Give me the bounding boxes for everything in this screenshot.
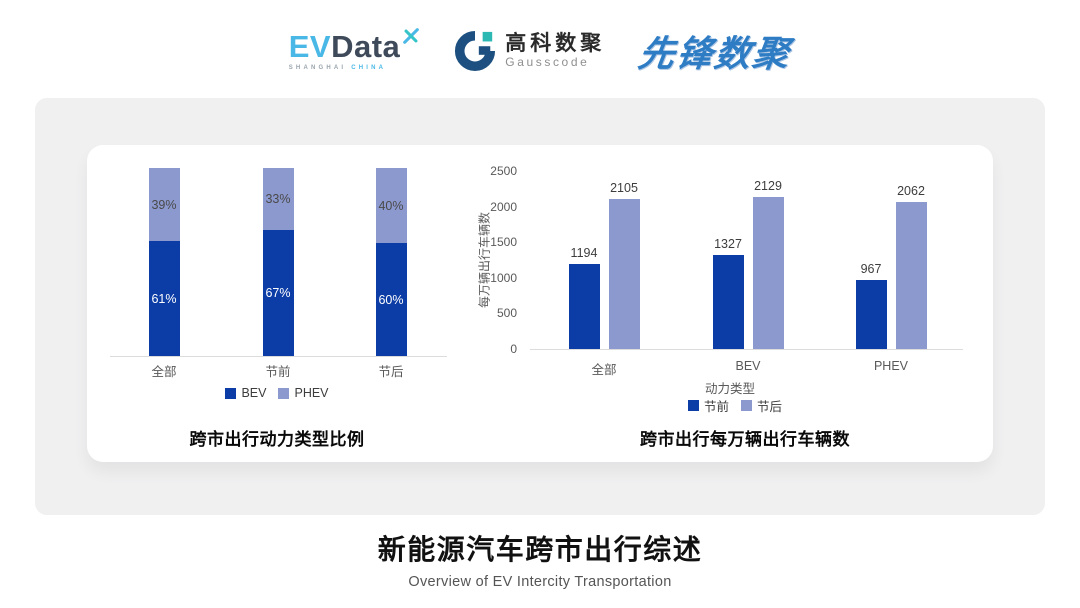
x-tick-label: 全部	[591, 363, 617, 377]
y-axis-title: 每万辆出行车辆数	[477, 211, 492, 309]
y-tick-label: 2000	[490, 199, 517, 214]
legend-swatch	[741, 400, 752, 411]
legend: 节前 节后	[472, 396, 998, 415]
x-tick-label: PHEV	[873, 359, 909, 373]
legend-label: 节前	[703, 400, 729, 414]
bar-value-label: 60%	[378, 292, 404, 307]
x-tick-label: 全部	[151, 365, 177, 379]
legend: BEV PHEV	[87, 386, 467, 400]
evdata-logo: EV Data SHANGHAI CHINA	[288, 28, 421, 71]
bar-value-label: 2062	[897, 184, 925, 199]
evdata-ev-text: EV	[288, 29, 332, 64]
chart-title: 跨市出行动力类型比例	[189, 430, 365, 449]
report-title: 新能源汽车跨市出行综述	[377, 534, 703, 565]
bar-value-label: 40%	[378, 198, 404, 213]
bar-value-label: 67%	[265, 286, 291, 300]
legend-item: 节后	[741, 396, 782, 415]
x-tick-label: 节后	[378, 365, 404, 379]
gausscode-cn-text: 高科数聚	[505, 32, 606, 56]
x-mark-icon	[403, 28, 420, 44]
y-tick-label: 2500	[490, 164, 517, 178]
chart-power-type-ratio: 跨市出行动力类型比例 61% 39% 全部 67% 33% 节前 60% 40% 节后 BEV PH…	[87, 145, 507, 462]
y-tick-label: 0	[510, 342, 517, 356]
bar-value-label: 39%	[151, 197, 177, 212]
bar-value-label: 967	[860, 262, 882, 277]
legend-swatch	[278, 387, 290, 399]
gausscode-en-text: Gausscode	[505, 55, 590, 70]
bar-value-label: 1327	[714, 236, 742, 251]
report-footer: 新能源汽车跨市出行综述 Overview of EV Intercity Tra…	[0, 528, 1080, 590]
evdata-sub-shanghai: SHANGHAI	[288, 65, 347, 71]
legend-item: 节前	[687, 396, 729, 415]
evdata-sub-china: CHINA	[351, 65, 387, 71]
bar-segment: 33%	[262, 168, 294, 231]
bar-value-label: 1194	[570, 245, 598, 260]
bar-segment: 40%	[375, 168, 407, 244]
charts-card: 跨市出行动力类型比例 61% 39% 全部 67% 33% 节前 60% 40% 节后 BEV PH…	[87, 145, 993, 462]
bar	[895, 202, 927, 349]
x-tick-label: BEV	[735, 359, 761, 373]
y-tick-label: 1500	[490, 235, 517, 250]
bar-value-label: 61%	[151, 291, 177, 306]
gausscode-logo: 高科数聚 Gausscode	[454, 30, 605, 72]
bar-segment: 39%	[148, 168, 180, 242]
bar-value-label: 2129	[754, 179, 782, 194]
legend-label: 节后	[757, 400, 783, 414]
bar	[752, 197, 784, 349]
legend-item: BEV	[225, 386, 266, 400]
content-panel: 跨市出行动力类型比例 61% 39% 全部 67% 33% 节前 60% 40% 节后 BEV PH…	[35, 98, 1045, 515]
bar	[855, 280, 887, 349]
y-tick-label: 1000	[490, 270, 517, 285]
evdata-data-text: Data	[331, 29, 401, 64]
legend-item: PHEV	[278, 386, 329, 400]
legend-swatch	[225, 387, 237, 399]
x-axis-line	[530, 349, 963, 350]
y-tick-label: 500	[496, 306, 517, 321]
gausscode-icon	[455, 30, 496, 72]
bar	[568, 263, 600, 349]
x-tick-label: 节前	[265, 365, 291, 379]
legend-label: BEV	[241, 386, 267, 400]
xianfeng-logo: 先锋数聚	[636, 33, 794, 74]
chart-title: 跨市出行每万辆出行车辆数	[640, 430, 850, 449]
report-subtitle: Overview of EV Intercity Transportation	[408, 574, 672, 590]
bar-value-label: 2105	[610, 181, 638, 196]
bar	[608, 199, 640, 349]
header: EV Data SHANGHAI CHINA 高科数聚 Gausscode 先锋…	[0, 20, 1080, 82]
chart-vehicles-per-10k: 每万辆出行车辆数 动力类型 跨市出行每万辆出行车辆数 0 500 1000 1500 2…	[467, 145, 993, 462]
legend-label: PHEV	[294, 386, 329, 400]
bar-segment: 60%	[375, 243, 407, 356]
x-axis-line	[110, 356, 447, 357]
bar	[712, 254, 744, 349]
bar-value-label: 33%	[265, 192, 291, 207]
legend-swatch	[687, 400, 699, 411]
bar-segment: 67%	[262, 230, 294, 356]
x-axis-title: 动力类型	[704, 382, 755, 396]
bar-segment: 61%	[148, 241, 180, 356]
